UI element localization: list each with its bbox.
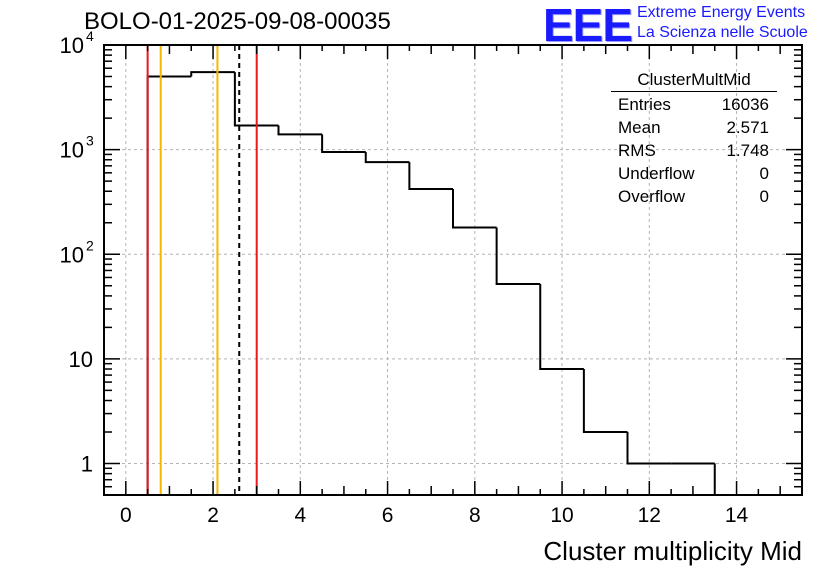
histogram-bin: [582, 369, 628, 434]
histogram-bin: [146, 75, 192, 495]
histogram-bin: [452, 189, 497, 229]
stats-row: RMS 1.748: [611, 139, 777, 162]
x-axis-label: Cluster multiplicity Mid: [543, 536, 802, 566]
y-tick-label: 10: [60, 138, 84, 163]
histogram-bin: [626, 432, 672, 465]
eee-logo: EEE: [543, 0, 633, 51]
stats-label: Mean: [618, 118, 661, 137]
y-tick-label: 10: [69, 347, 93, 372]
stats-label: RMS: [618, 141, 656, 160]
stats-box: ClusterMultMid Entries 16036 Mean 2.571 RMS 1…: [611, 70, 777, 208]
stats-label: Entries: [618, 95, 671, 114]
histogram-bin: [495, 227, 541, 285]
y-tick-label-exponent: 4: [86, 28, 94, 44]
chart-title: BOLO-01-2025-09-08-00035: [84, 8, 391, 35]
x-tick-label: 2: [207, 504, 219, 527]
histogram-bin: [364, 151, 410, 164]
x-tick-label: 6: [382, 504, 394, 527]
stats-rows: Entries 16036 Mean 2.571 RMS 1.748 Underflow 0 O…: [611, 93, 777, 208]
y-tick-label-exponent: 2: [86, 237, 94, 253]
stats-value: 16036: [721, 95, 769, 114]
y-tick-label: 1: [81, 452, 93, 477]
histogram-bin: [233, 72, 279, 127]
stats-value: 0: [759, 164, 769, 183]
stats-title: ClusterMultMid: [611, 70, 777, 92]
stats-row: Entries 16036: [611, 93, 777, 116]
histogram-bin: [408, 162, 453, 191]
logo-line-2: La Scienza nelle Scuole: [637, 24, 808, 41]
y-tick-label-exponent: 3: [86, 133, 94, 149]
x-tick-label: 8: [469, 504, 481, 527]
y-tick-label: 10: [60, 33, 84, 58]
marker-lines: [146, 45, 258, 495]
stats-label: Underflow: [618, 164, 695, 183]
y-tick-label: 10: [60, 242, 84, 267]
histogram-bin: [539, 283, 584, 371]
stats-label: Overflow: [618, 187, 686, 206]
stats-row: Overflow 0: [611, 185, 777, 208]
stats-row: Underflow 0: [611, 162, 777, 185]
histogram-bin: [190, 71, 235, 77]
x-tick-label: 0: [120, 504, 132, 527]
histogram-bin: [277, 125, 323, 136]
histogram-bin: [321, 134, 366, 153]
x-tick-label: 4: [294, 504, 306, 527]
stats-value: 1.748: [726, 141, 769, 160]
x-tick-label: 10: [550, 504, 573, 527]
stats-value: 2.571: [726, 118, 769, 137]
x-tick-label: 12: [638, 504, 661, 527]
stats-value: 0: [759, 187, 769, 206]
logo-line-1: Extreme Energy Events: [637, 4, 806, 21]
stats-row: Mean 2.571: [611, 116, 777, 139]
x-tick-label: 14: [725, 504, 749, 527]
